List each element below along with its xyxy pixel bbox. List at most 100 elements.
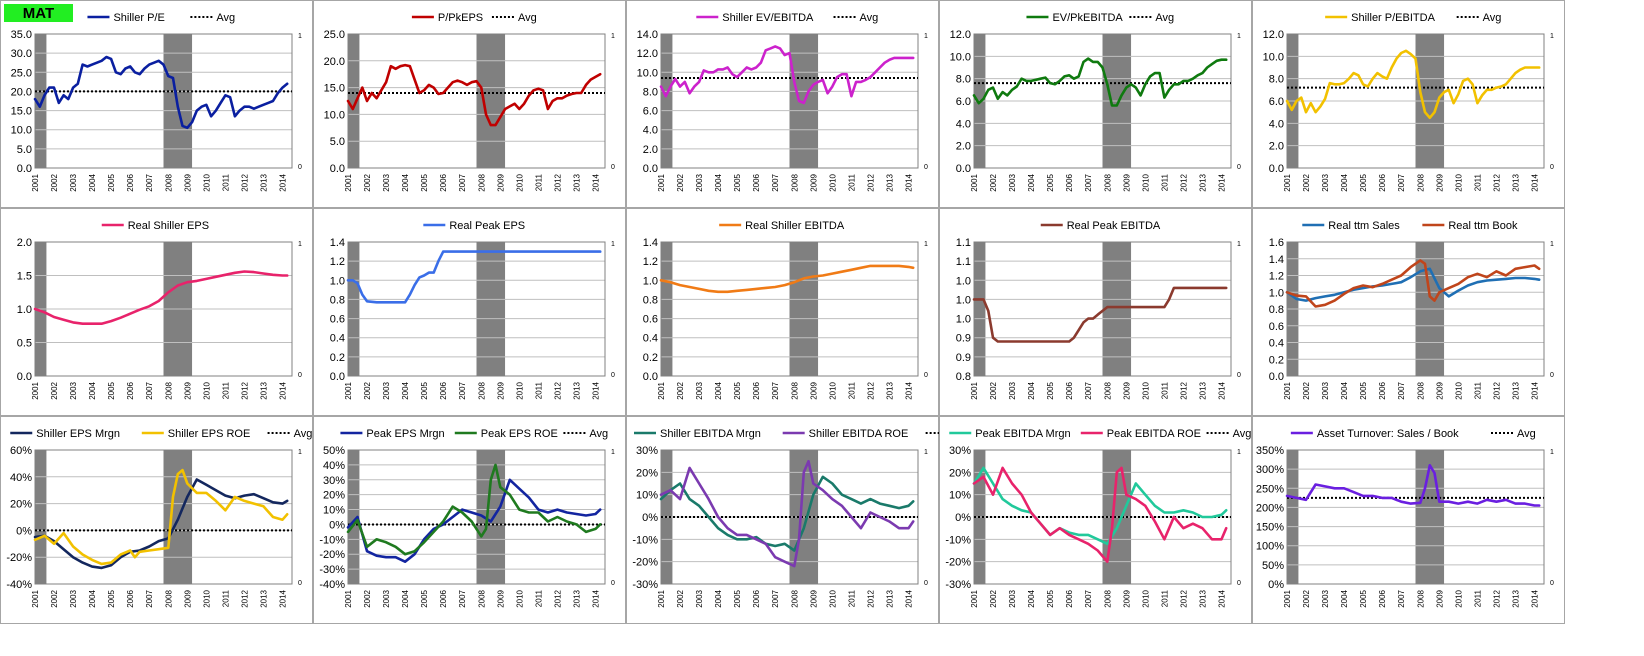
y-tick-label: 10.0	[1263, 51, 1284, 63]
series-line	[33, 478, 289, 570]
data-point	[1486, 89, 1488, 91]
chart-panel-asset-turnover: 0% 50% 100% 150% 200% 250% 300% 350% 0 1 2001 2002 2…	[1252, 416, 1565, 624]
data-point	[1002, 341, 1004, 343]
y-tick-label: 1.4	[330, 237, 345, 249]
y-tick-label: 20.0	[11, 86, 32, 98]
data-point	[286, 500, 288, 502]
x-tick-label: 2001	[657, 173, 666, 191]
y-tick-label: 0.0	[17, 371, 32, 383]
data-point	[689, 467, 691, 469]
data-point	[1324, 486, 1326, 488]
data-point	[533, 89, 535, 91]
data-point	[865, 79, 867, 81]
chart-svg: 0.0 0.2 0.4 0.6 0.8 1.0 1.2 1.4 0 1 2001 2002 2003 20…	[626, 208, 939, 416]
data-point	[404, 553, 406, 555]
data-point	[889, 59, 891, 61]
y-tick-label: 10%	[323, 505, 345, 517]
data-point	[1419, 271, 1421, 273]
data-point	[590, 79, 592, 81]
data-point	[1011, 341, 1013, 343]
x-tick-label: 2014	[904, 381, 913, 399]
right-axis-tick: 1	[1550, 241, 1554, 248]
data-point	[547, 512, 549, 514]
x-tick-label: 2009	[1435, 381, 1444, 399]
x-tick-label: 2006	[1065, 173, 1074, 191]
x-tick-label: 2006	[1065, 589, 1074, 607]
x-tick-label: 2008	[790, 173, 799, 191]
x-tick-label: 2001	[970, 589, 979, 607]
data-point	[827, 93, 829, 95]
y-tick-label: 2.0	[956, 141, 971, 153]
data-point	[832, 273, 834, 275]
data-point	[1324, 296, 1326, 298]
data-point	[983, 476, 985, 478]
y-tick-label: 6.0	[1269, 96, 1284, 108]
data-point	[1534, 67, 1536, 69]
data-point	[713, 71, 715, 73]
data-point	[267, 102, 269, 104]
data-point	[428, 84, 430, 86]
data-point	[542, 89, 544, 91]
legend-label: Avg	[1155, 12, 1174, 24]
data-point	[784, 561, 786, 563]
data-point	[423, 89, 425, 91]
data-point	[557, 509, 559, 511]
data-point	[566, 521, 568, 523]
y-tick-label: 1.0	[956, 294, 971, 306]
x-tick-label: 2010	[515, 589, 524, 607]
legend-label: Peak EPS Mrgn	[366, 428, 444, 440]
data-point	[428, 272, 430, 274]
data-point	[106, 56, 108, 58]
data-point	[784, 543, 786, 545]
data-point	[1315, 297, 1317, 299]
x-tick-label: 2011	[1473, 589, 1482, 607]
x-tick-label: 2002	[363, 589, 372, 607]
data-point	[509, 479, 511, 481]
data-point	[404, 302, 406, 304]
data-point	[679, 483, 681, 485]
data-point	[485, 528, 487, 530]
y-tick-label: 0.2	[330, 352, 345, 364]
x-tick-label: 2003	[69, 589, 78, 607]
plot-frame	[660, 33, 919, 169]
data-point	[1178, 83, 1180, 85]
data-point	[1381, 76, 1383, 78]
x-tick-label: 2009	[1435, 173, 1444, 191]
y-tick-label: 50%	[323, 445, 345, 457]
data-point	[1168, 89, 1170, 91]
data-point	[1197, 75, 1199, 77]
data-point	[812, 276, 814, 278]
data-point	[908, 505, 910, 507]
data-point	[186, 127, 188, 129]
data-point	[63, 548, 65, 550]
data-point	[1135, 483, 1137, 485]
data-point	[879, 265, 881, 267]
recession-band	[35, 450, 47, 584]
x-tick-label: 2013	[1511, 173, 1520, 191]
x-tick-label: 2006	[752, 381, 761, 399]
data-point	[1458, 503, 1460, 505]
data-point	[366, 301, 368, 303]
x-tick-label: 2003	[1321, 381, 1330, 399]
data-point	[679, 86, 681, 88]
x-tick-label: 2012	[866, 173, 875, 191]
chart-svg: -40% -30% -20% -10% 0% 10% 20% 30% 40% 50% 0 1 2001 2…	[313, 416, 626, 624]
data-point	[822, 275, 824, 277]
x-tick-label: 2013	[1198, 589, 1207, 607]
data-point	[1149, 76, 1151, 78]
data-point	[376, 539, 378, 541]
data-point	[1140, 95, 1142, 97]
legend-label: Shiller EBITDA ROE	[809, 428, 909, 440]
data-point	[167, 291, 169, 293]
data-point	[812, 84, 814, 86]
x-tick-label: 2014	[591, 173, 600, 191]
data-point	[1225, 59, 1227, 61]
data-point	[1386, 78, 1388, 80]
data-point	[120, 317, 122, 319]
x-tick-label: 2010	[1454, 173, 1463, 191]
data-point	[1400, 52, 1402, 54]
x-tick-label: 2003	[1008, 381, 1017, 399]
panel-border	[0, 416, 313, 624]
data-point	[1173, 83, 1175, 85]
data-point	[599, 251, 601, 253]
